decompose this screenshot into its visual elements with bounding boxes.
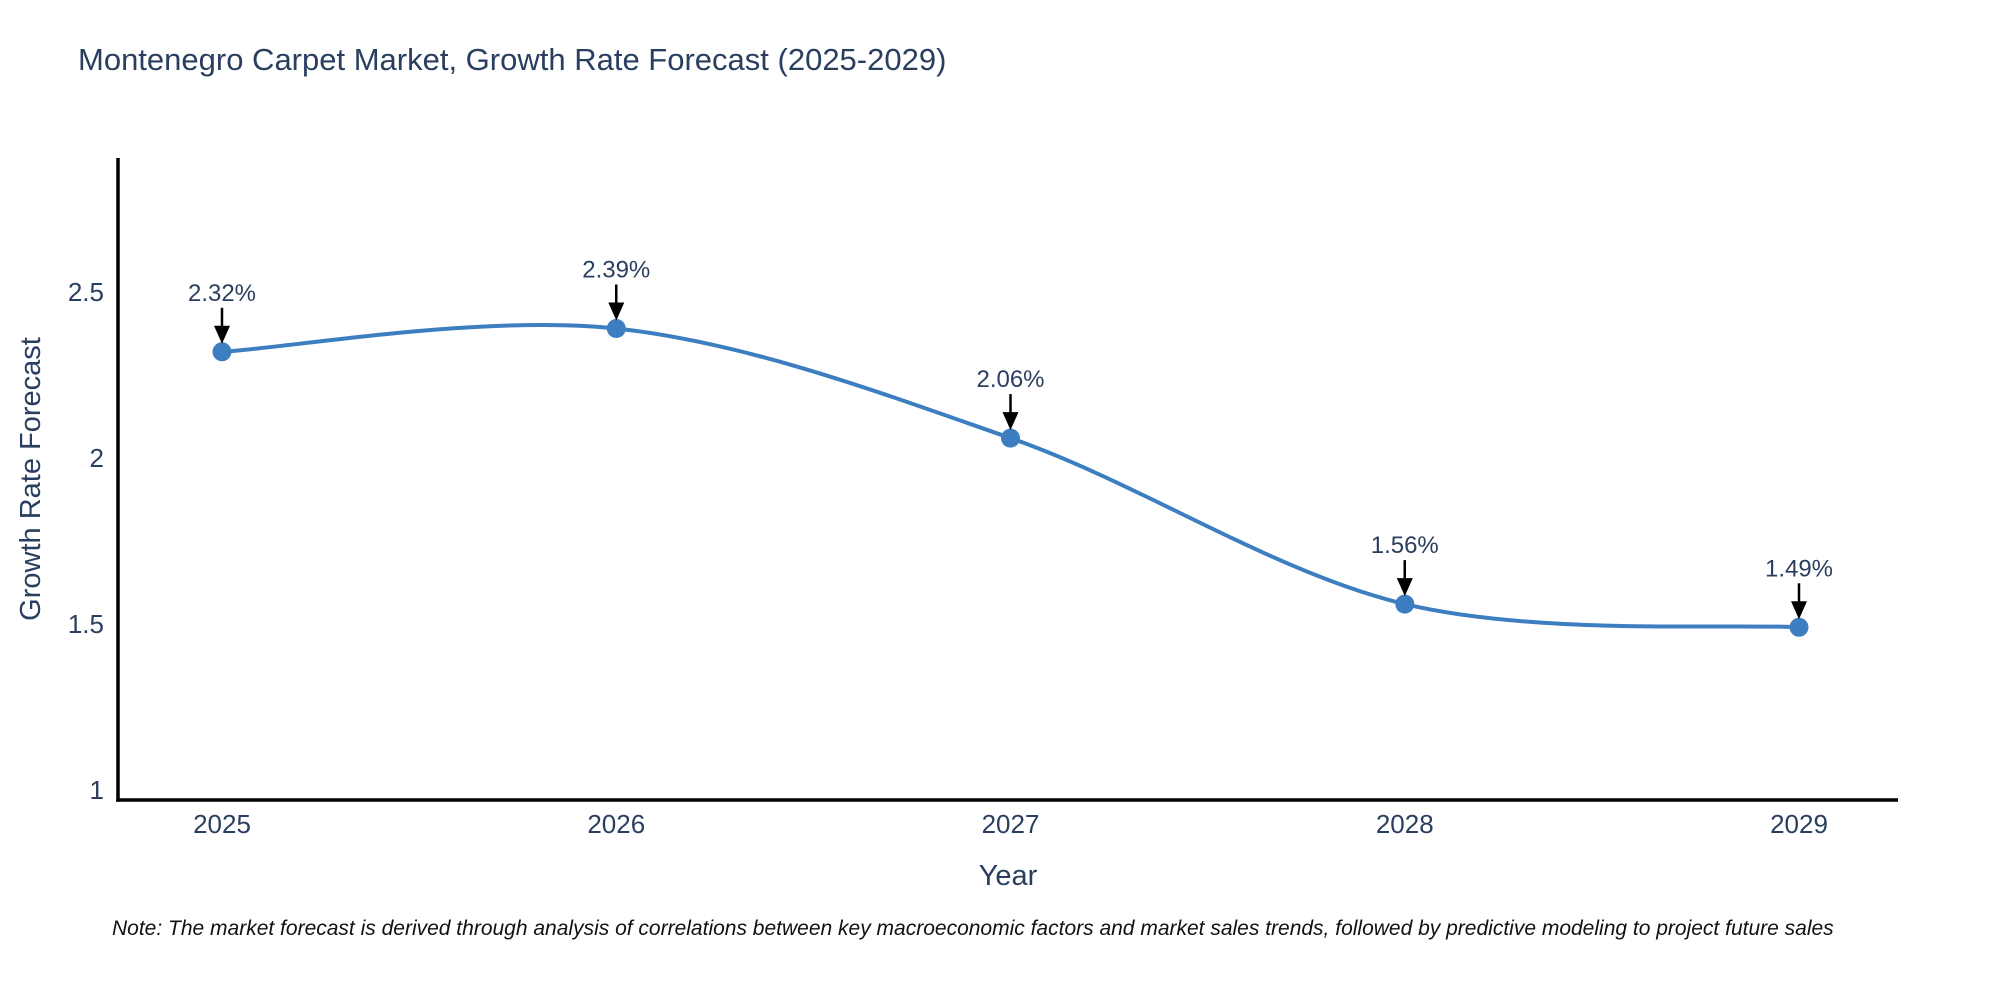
y-tick-label: 2 xyxy=(90,443,104,473)
x-tick-label: 2028 xyxy=(1376,809,1434,839)
x-tick-label: 2025 xyxy=(193,809,251,839)
chart-note: Note: The market forecast is derived thr… xyxy=(112,917,1834,940)
annotation-arrow-head xyxy=(1396,578,1413,597)
y-tick-label: 1 xyxy=(90,775,104,805)
data-point-label: 1.49% xyxy=(1765,555,1833,582)
x-tick-label: 2027 xyxy=(982,809,1040,839)
data-point-label: 2.32% xyxy=(188,280,256,307)
y-axis-title: Growth Rate Forecast xyxy=(15,337,47,621)
y-tick-label: 2.5 xyxy=(68,277,104,307)
data-point-marker[interactable] xyxy=(1001,428,1020,448)
data-point-marker[interactable] xyxy=(606,319,626,338)
annotation-arrow-head xyxy=(1791,601,1807,620)
annotation-arrow-head xyxy=(214,325,230,344)
y-tick-label: 1.5 xyxy=(68,609,104,639)
data-point-marker[interactable] xyxy=(1395,594,1415,614)
x-tick-label: 2026 xyxy=(587,809,645,839)
annotation-arrow-head xyxy=(1002,412,1019,431)
data-point-label: 2.39% xyxy=(582,257,650,284)
x-axis-title: Year xyxy=(979,860,1038,892)
data-point-label: 2.06% xyxy=(976,366,1044,393)
data-point-label: 1.56% xyxy=(1371,532,1439,559)
chart-title: Montenegro Carpet Market, Growth Rate Fo… xyxy=(78,42,947,77)
x-tick-label: 2029 xyxy=(1770,809,1828,839)
data-point-marker[interactable] xyxy=(212,342,232,362)
data-point-marker[interactable] xyxy=(1789,617,1809,637)
annotation-arrow-head xyxy=(608,302,625,321)
